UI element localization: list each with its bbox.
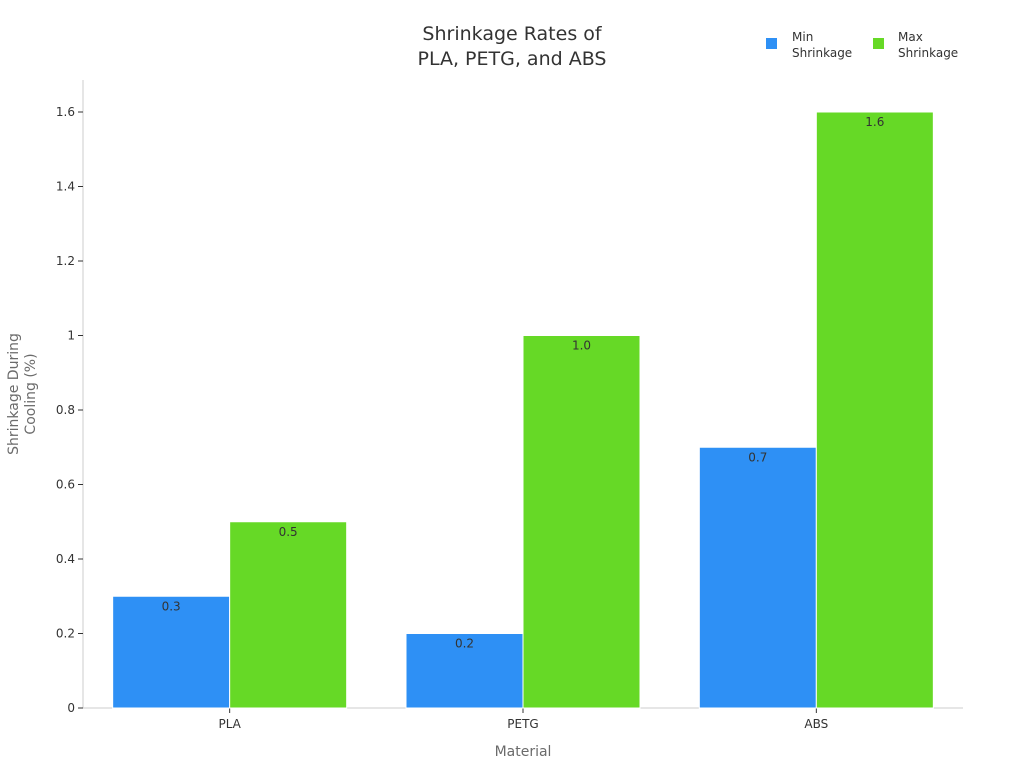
plot-area: 0 0.2 0.4 0.6 0.8 1 1.2 1.4 1.6 PLA 0.3 0.5 PETG 0.2 1… xyxy=(56,80,963,731)
bar-min-abs xyxy=(698,446,817,709)
y-tick-label: 0.8 xyxy=(56,403,75,417)
data-label-max-abs: 1.6 xyxy=(865,115,884,129)
x-tick-label: ABS xyxy=(804,717,828,731)
bar-max-petg xyxy=(522,335,641,709)
y-tick-label: 1.2 xyxy=(56,254,75,268)
y-tick-label: 0.6 xyxy=(56,478,75,492)
data-label-max-petg: 1.0 xyxy=(572,339,591,353)
y-axis-label-line-1: Shrinkage During xyxy=(6,333,22,455)
bar-min-pla xyxy=(112,595,231,709)
y-axis-label-line-2: Cooling (%) xyxy=(23,353,39,434)
data-label-min-petg: 0.2 xyxy=(455,637,474,651)
y-tick-label: 0.2 xyxy=(56,627,75,641)
data-label-min-pla: 0.3 xyxy=(162,599,181,613)
legend-label-min-line-2: Shrinkage xyxy=(792,46,852,60)
y-tick-label: 0.4 xyxy=(56,552,75,566)
data-label-min-abs: 0.7 xyxy=(748,450,767,464)
legend-label-max-line-1: Max xyxy=(898,30,923,44)
legend-label-min-line-1: Min xyxy=(792,30,813,44)
legend-label-max-line-2: Shrinkage xyxy=(898,46,958,60)
chart-title-line-2: PLA, PETG, and ABS xyxy=(418,48,607,70)
legend-swatch-max xyxy=(873,38,884,49)
x-tick-label: PLA xyxy=(218,717,241,731)
legend: Min Shrinkage Max Shrinkage xyxy=(766,30,958,60)
bar-min-petg xyxy=(405,633,524,709)
bar-max-pla xyxy=(229,521,348,709)
x-tick-label: PETG xyxy=(507,717,538,731)
y-tick-label: 1.6 xyxy=(56,105,75,119)
y-tick-label: 0 xyxy=(67,701,75,715)
legend-swatch-min xyxy=(766,38,777,49)
x-axis-label: Material xyxy=(495,744,552,760)
y-tick-label: 1.4 xyxy=(56,180,75,194)
y-tick-label: 1 xyxy=(67,329,75,343)
bar-max-abs xyxy=(815,111,934,709)
chart-title-line-1: Shrinkage Rates of xyxy=(422,23,602,45)
data-label-max-pla: 0.5 xyxy=(279,525,298,539)
